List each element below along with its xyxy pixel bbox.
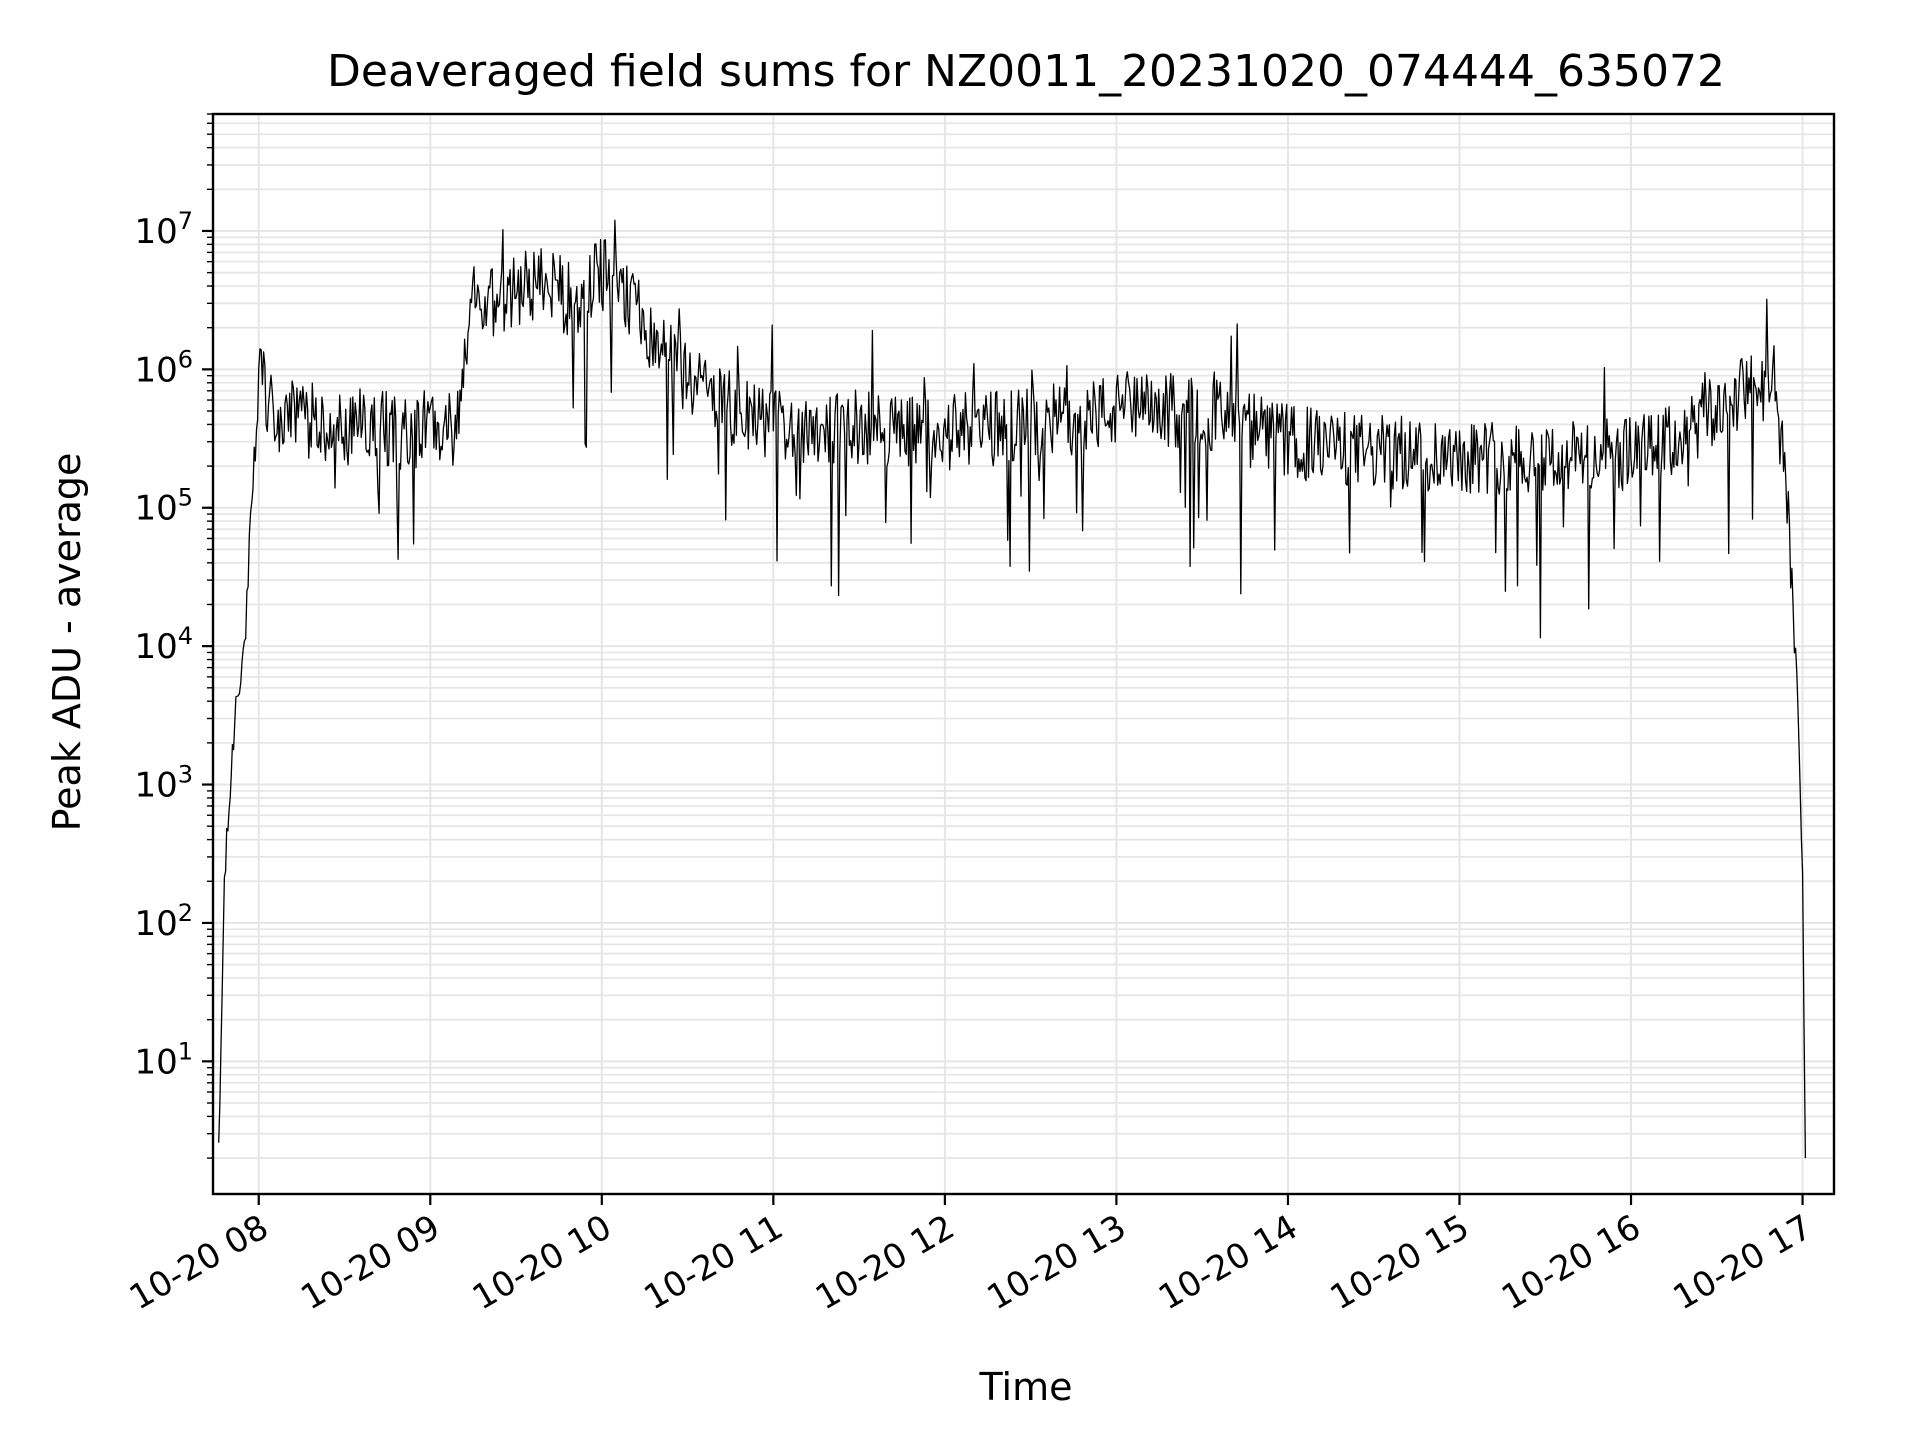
y-tick-label: 104 <box>134 622 193 667</box>
y-tick-label: 107 <box>134 207 193 252</box>
x-tick-label: 10-20 09 <box>294 1207 446 1318</box>
y-tick-label: 105 <box>134 484 193 529</box>
grid <box>213 113 1834 1194</box>
chart-title: Deaveraged field sums for NZ0011_2023102… <box>327 46 1725 97</box>
x-tick-label: 10-20 15 <box>1324 1207 1476 1318</box>
x-tick-label: 10-20 16 <box>1495 1207 1647 1318</box>
series-line <box>218 219 1807 1159</box>
y-tick-label: 102 <box>134 899 193 944</box>
x-tick-label: 10-20 13 <box>981 1207 1133 1318</box>
x-tick-label: 10-20 08 <box>123 1207 275 1318</box>
x-tick-label: 10-20 12 <box>809 1207 961 1318</box>
x-tick-label: 10-20 14 <box>1152 1207 1304 1318</box>
y-tick-label: 103 <box>134 761 193 806</box>
y-axis-label: Peak ADU - average <box>45 453 89 832</box>
x-tick-label: 10-20 10 <box>466 1207 618 1318</box>
plot-frame <box>211 112 1836 1196</box>
y-tick-label: 101 <box>134 1037 193 1082</box>
x-tick-label: 10-20 11 <box>637 1207 789 1318</box>
y-tick-label: 106 <box>134 345 193 390</box>
data-series <box>218 219 1807 1159</box>
x-tick-label: 10-20 17 <box>1667 1207 1819 1318</box>
x-axis-label: Time <box>979 1365 1073 1409</box>
axis-ticks <box>202 113 1804 1205</box>
axis-tick-labels: 10-20 08 10-20 09 10-20 10 10-20 11 10-20 12… <box>123 207 1819 1318</box>
